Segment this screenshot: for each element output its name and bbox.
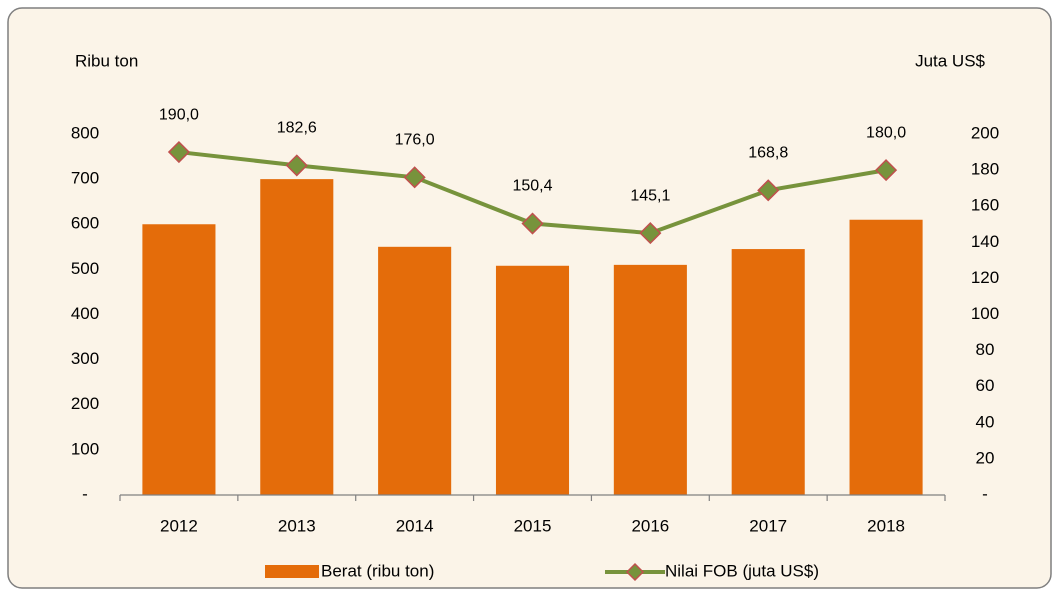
data-label: 150,4 [512, 178, 552, 195]
y-tick-label: 200 [71, 394, 99, 413]
y2-tick-label: 20 [976, 448, 995, 467]
data-label: 182,6 [277, 120, 317, 137]
y2-tick-label: 120 [971, 268, 999, 287]
marker [521, 212, 544, 235]
x-tick-label: 2018 [867, 516, 905, 535]
y-tick-label: - [82, 484, 88, 503]
y-tick-label: 100 [71, 439, 99, 458]
y-tick-label: 500 [71, 259, 99, 278]
marker [167, 140, 190, 164]
y2-tick-label: 160 [971, 196, 999, 215]
y2-tick-label: 80 [976, 340, 995, 359]
y2-axis-label: Juta US$ [915, 51, 985, 70]
marker [757, 179, 780, 202]
legend-marker [625, 562, 645, 582]
x-tick-label: 2017 [749, 516, 787, 535]
y-tick-label: 400 [71, 304, 99, 323]
data-label: 180,0 [866, 124, 906, 141]
bar [142, 224, 216, 495]
marker [639, 222, 662, 245]
data-label: 176,0 [395, 132, 435, 149]
y2-tick-label: - [982, 484, 988, 503]
legend-label: Nilai FOB (juta US$) [665, 561, 819, 580]
y2-tick-label: 40 [976, 412, 995, 431]
marker [875, 159, 898, 182]
y2-tick-label: 100 [971, 304, 999, 323]
bar [260, 179, 334, 495]
y-tick-label: 700 [71, 169, 99, 188]
data-label: 168,8 [748, 145, 788, 162]
y2-tick-label: 200 [971, 123, 999, 142]
bar [849, 219, 923, 496]
bar [378, 246, 452, 495]
bar [613, 264, 687, 495]
y2-tick-label: 140 [971, 232, 999, 251]
y-axis-label: Ribu ton [75, 51, 138, 70]
legend-swatch [265, 565, 319, 578]
y-tick-label: 600 [71, 214, 99, 233]
y-tick-label: 800 [71, 123, 99, 142]
data-label: 190,0 [159, 106, 199, 123]
marker [403, 166, 426, 189]
x-tick-label: 2015 [514, 516, 552, 535]
y2-tick-label: 60 [976, 376, 995, 395]
x-tick-label: 2012 [160, 516, 198, 535]
bar [731, 249, 805, 495]
data-label: 145,1 [630, 187, 670, 204]
legend-label: Berat (ribu ton) [321, 561, 434, 580]
y2-tick-label: 180 [971, 160, 999, 179]
x-tick-label: 2013 [278, 516, 316, 535]
x-tick-label: 2014 [396, 516, 434, 535]
x-tick-label: 2016 [631, 516, 669, 535]
bar [495, 265, 570, 495]
y-tick-label: 300 [71, 349, 99, 368]
marker [285, 154, 308, 177]
